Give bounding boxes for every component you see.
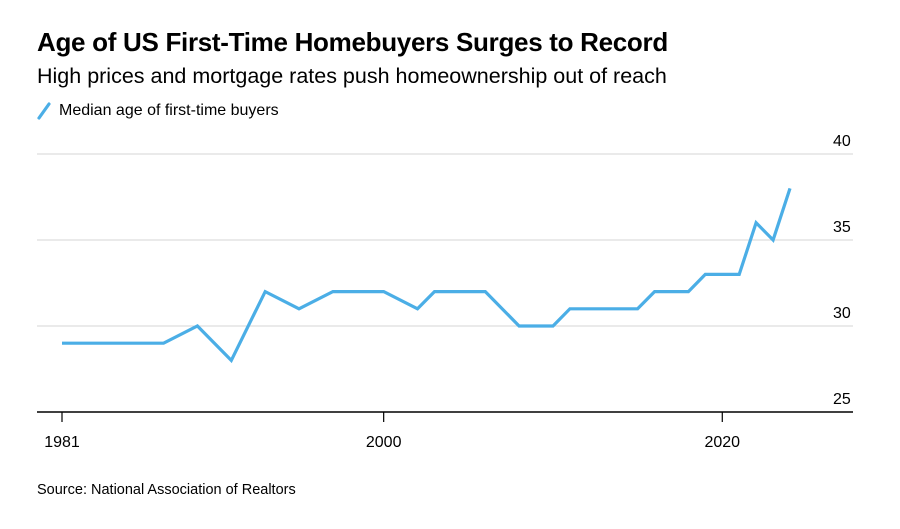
axis-layer: 40 35 30 25 1981 2000 2020 — [37, 133, 853, 451]
grid-layer — [37, 153, 853, 327]
y-tick-label: 25 — [833, 391, 851, 408]
legend-line-swatch-icon — [37, 102, 51, 120]
legend-swatch-line — [37, 102, 51, 120]
x-tick-label: 2020 — [704, 434, 740, 451]
x-tick-label: 2000 — [366, 434, 402, 451]
y-tick-label: 40 — [833, 133, 851, 150]
source-note: Source: National Association of Realtors — [37, 482, 296, 498]
legend-label: Median age of first-time buyers — [59, 102, 279, 119]
x-tick-label: 1981 — [44, 434, 80, 451]
series-line-0 — [62, 187, 792, 364]
chart-title: Age of US First-Time Homebuyers Surges t… — [37, 27, 668, 57]
y-tick-label: 30 — [833, 305, 851, 322]
series-layer — [62, 187, 792, 364]
chart-subtitle: High prices and mortgage rates push home… — [37, 64, 667, 88]
y-tick-label: 35 — [833, 219, 851, 236]
legend: Median age of first-time buyers — [37, 102, 279, 120]
